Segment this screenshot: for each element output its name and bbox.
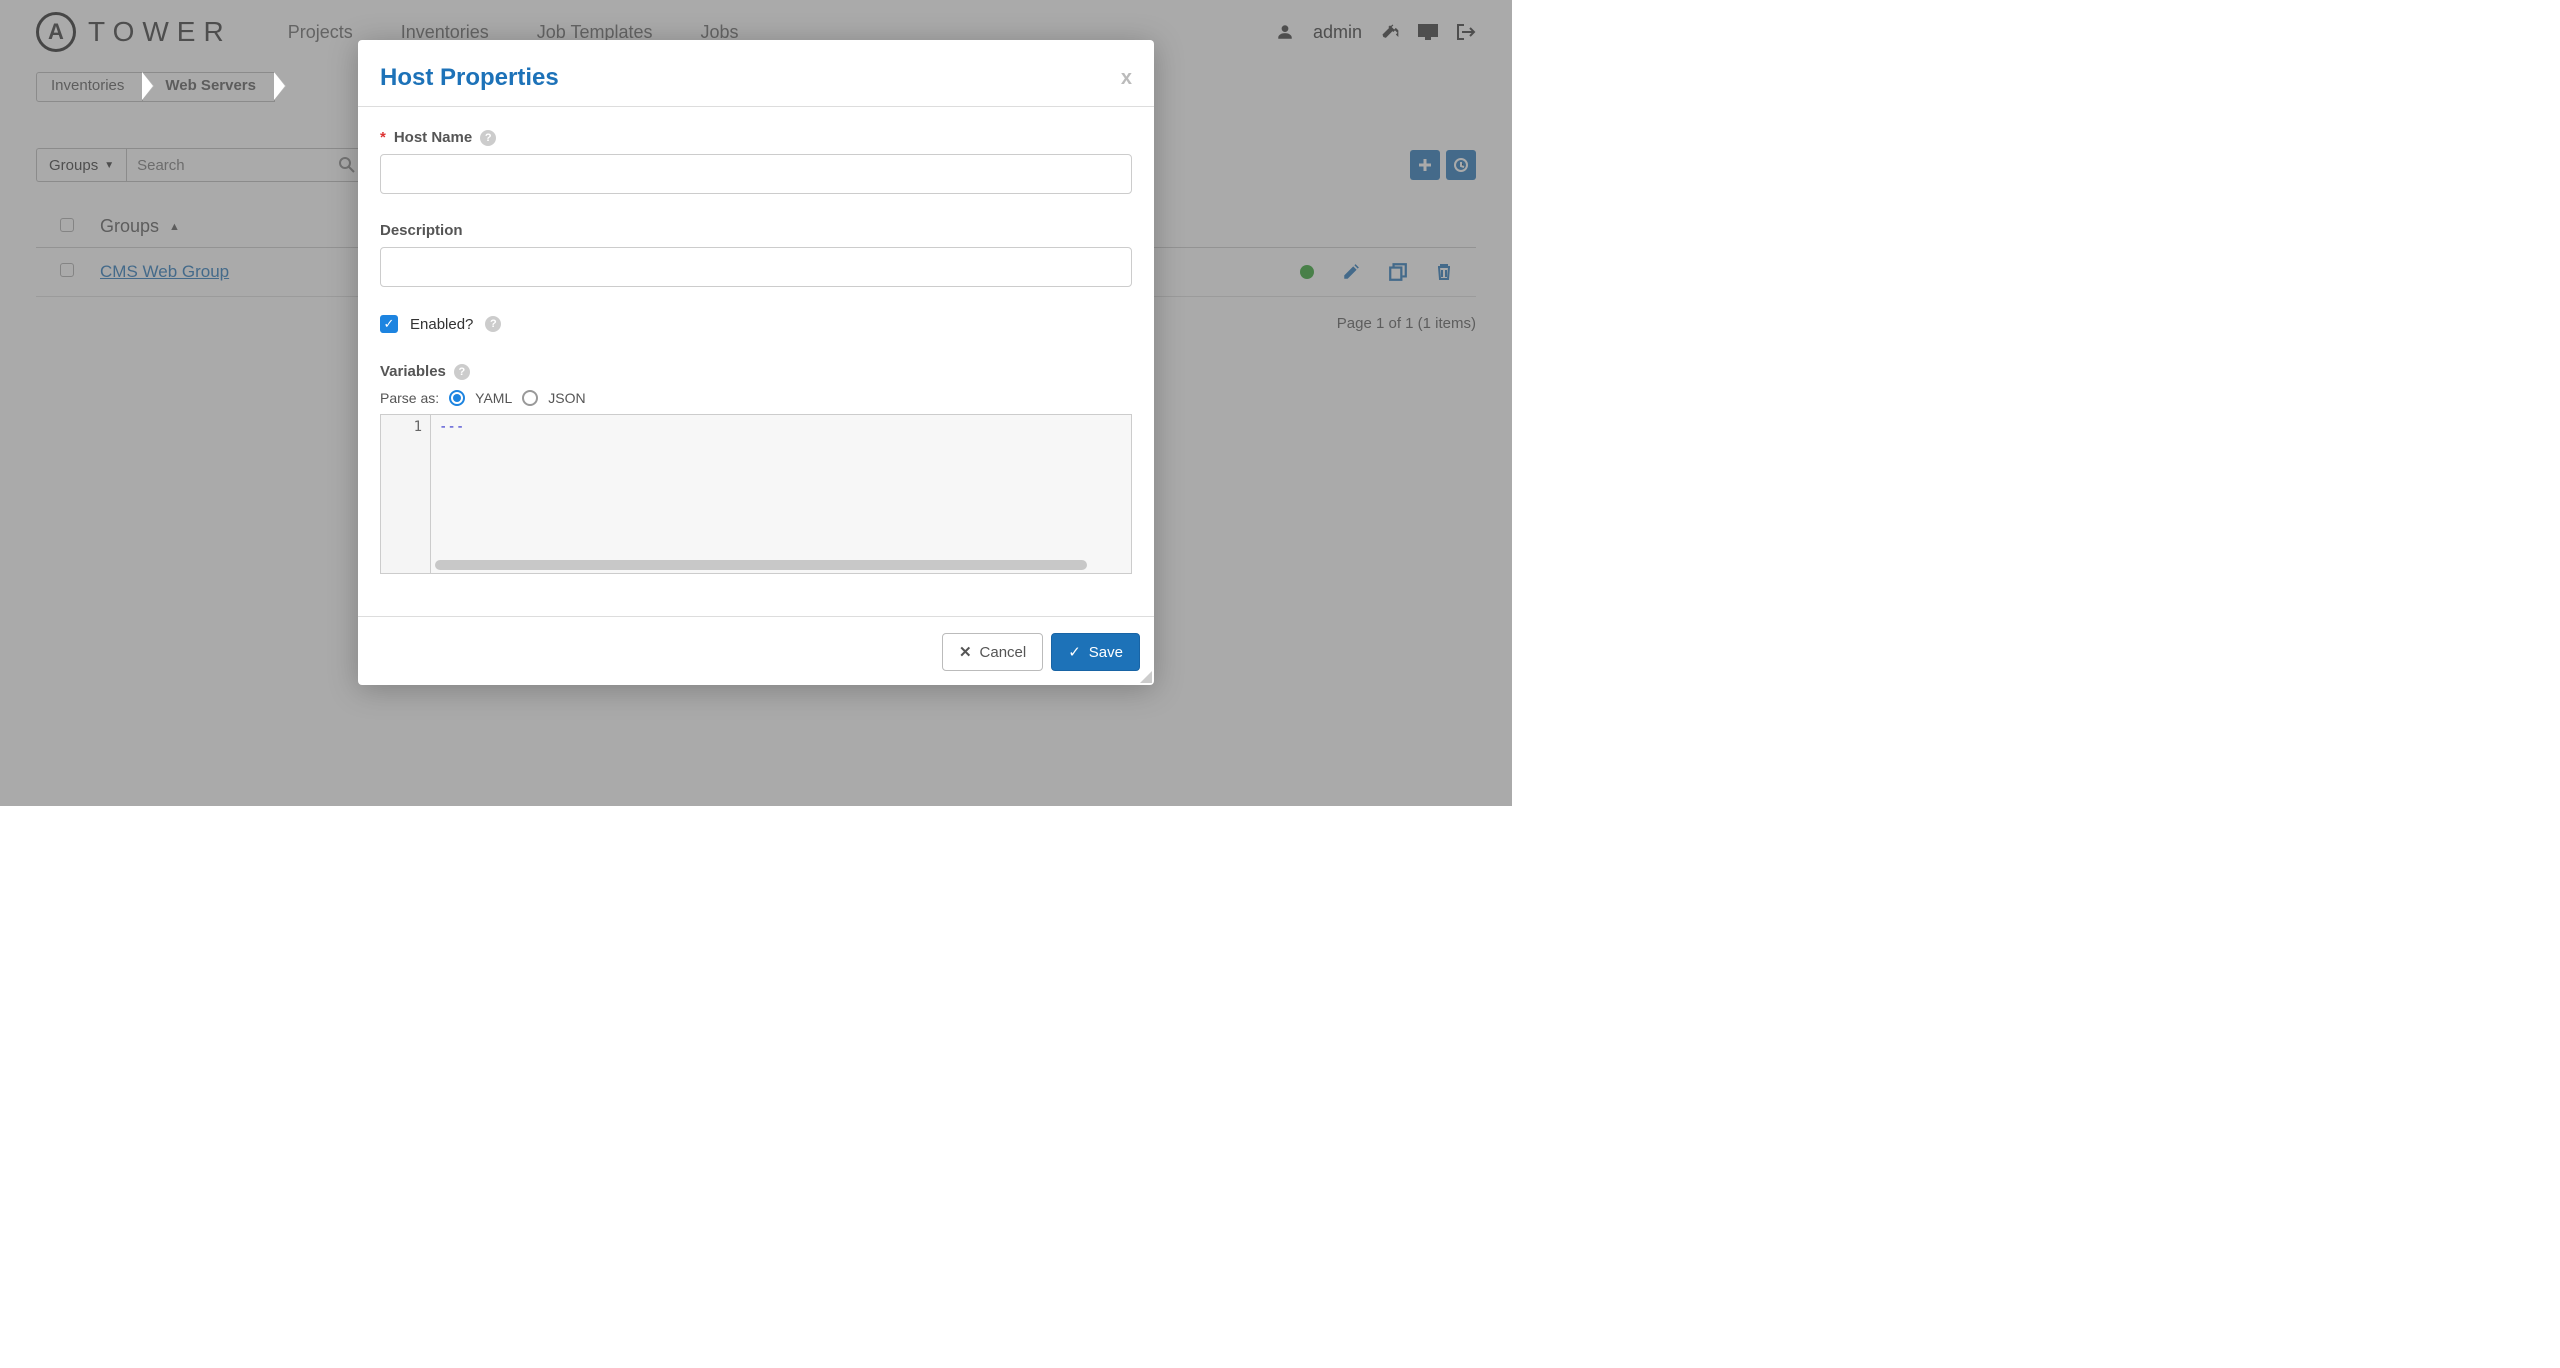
modal-footer: ✕ Cancel ✓ Save [358,616,1154,685]
variables-label: Variables [380,363,446,380]
help-icon[interactable]: ? [480,130,496,146]
editor-gutter: 1 [381,415,431,573]
parse-yaml-label: YAML [475,390,512,406]
variables-editor[interactable]: 1 --- [380,414,1132,574]
help-icon[interactable]: ? [485,316,501,332]
host-properties-modal: Host Properties x * Host Name ? Descript… [358,40,1154,685]
host-name-input[interactable] [380,154,1132,194]
save-button[interactable]: ✓ Save [1051,633,1140,671]
description-group: Description [380,222,1132,287]
cancel-button[interactable]: ✕ Cancel [942,633,1043,671]
modal-header: Host Properties x [358,40,1154,107]
enabled-group: ✓ Enabled? ? [380,315,1132,333]
variables-group: Variables ? Parse as: YAML JSON 1 --- [380,363,1132,574]
close-icon[interactable]: x [1121,67,1132,90]
required-indicator: * [380,129,386,146]
host-name-group: * Host Name ? [380,129,1132,194]
modal-body: * Host Name ? Description ✓ Enabled? ? V… [358,107,1154,586]
description-input[interactable] [380,247,1132,287]
check-icon: ✓ [1068,643,1081,661]
modal-title: Host Properties [380,64,559,92]
description-label: Description [380,222,463,239]
parse-json-radio[interactable] [522,390,538,406]
enabled-label: Enabled? [410,316,473,333]
help-icon[interactable]: ? [454,364,470,380]
editor-content[interactable]: --- [431,415,1131,573]
host-name-label: Host Name [394,129,472,146]
parse-yaml-radio[interactable] [449,390,465,406]
parse-json-label: JSON [548,390,585,406]
enabled-checkbox[interactable]: ✓ [380,315,398,333]
parse-as-row: Parse as: YAML JSON [380,390,1132,406]
resize-handle[interactable] [1138,669,1152,683]
close-x-icon: ✕ [959,643,972,661]
parse-as-label: Parse as: [380,390,439,406]
editor-scrollbar[interactable] [435,560,1087,570]
